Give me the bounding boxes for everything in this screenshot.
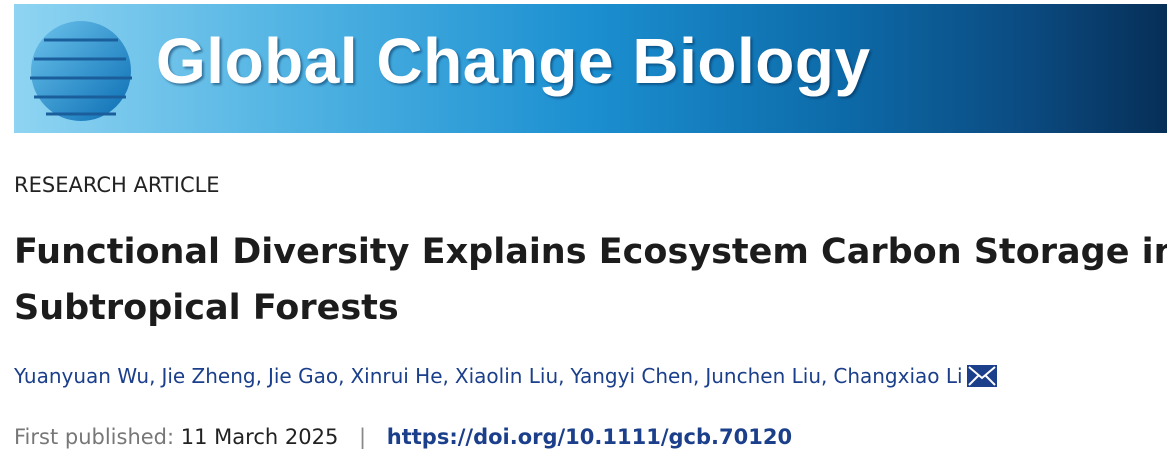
article-title: Functional Diversity Explains Ecosystem …: [14, 224, 1167, 336]
globe-logo-icon: [30, 21, 132, 121]
doi-link[interactable]: https://doi.org/10.1111/gcb.70120: [386, 425, 793, 449]
publication-info: First published: 11 March 2025 | https:/…: [14, 425, 792, 449]
journal-title: Global Change Biology: [156, 25, 871, 97]
author-link[interactable]: Xiaolin Liu: [454, 364, 559, 388]
author-link[interactable]: Xinrui He: [350, 364, 443, 388]
author-link[interactable]: Yangyi Chen: [570, 364, 693, 388]
author-link[interactable]: Jie Zheng: [161, 364, 256, 388]
author-link[interactable]: Changxiao Li: [833, 364, 963, 388]
published-date: 11 March 2025: [180, 425, 339, 449]
author-link[interactable]: Junchen Liu: [705, 364, 821, 388]
author-list: Yuanyuan Wu, Jie Zheng, Jie Gao, Xinrui …: [14, 364, 997, 388]
published-label: First published:: [14, 425, 175, 449]
article-type: RESEARCH ARTICLE: [14, 173, 220, 197]
journal-banner[interactable]: Global Change Biology: [14, 4, 1167, 133]
author-link[interactable]: Yuanyuan Wu: [14, 364, 150, 388]
title-line-1: Functional Diversity Explains Ecosystem …: [14, 232, 1167, 272]
title-line-2: Subtropical Forests: [14, 288, 399, 328]
envelope-icon[interactable]: [966, 365, 997, 387]
author-link[interactable]: Jie Gao: [267, 364, 339, 388]
separator: |: [359, 425, 367, 449]
